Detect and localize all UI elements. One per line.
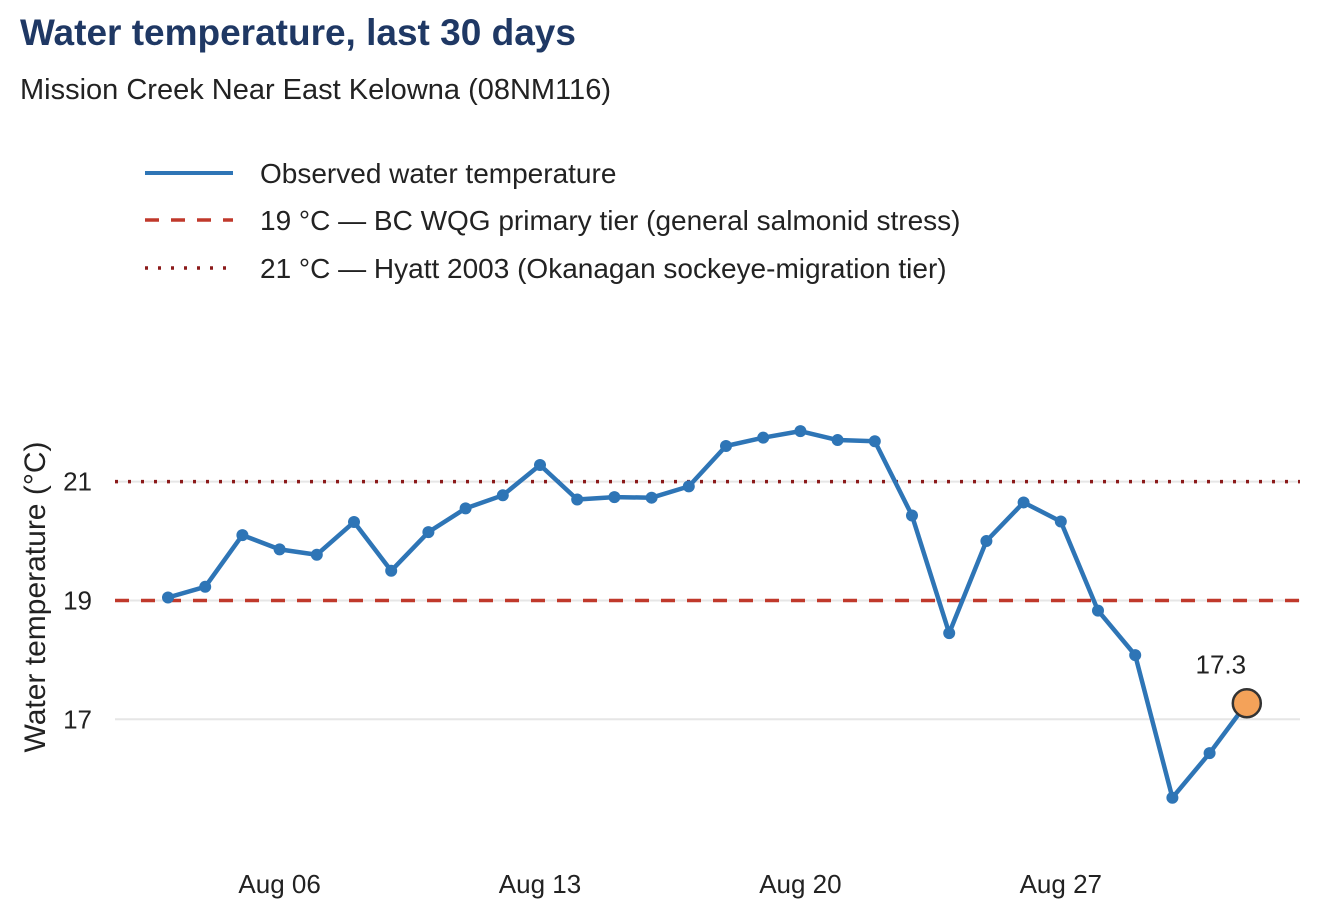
legend-label-threshold-19: 19 °C — BC WQG primary tier (general sal… xyxy=(260,205,960,236)
x-tick-label: Aug 13 xyxy=(499,869,581,899)
data-point xyxy=(1129,649,1142,662)
data-point xyxy=(682,480,695,493)
data-point xyxy=(608,491,621,504)
data-point xyxy=(496,489,509,502)
series-line-observed xyxy=(165,428,1250,800)
data-point xyxy=(310,548,323,561)
data-point xyxy=(1017,496,1030,509)
data-point xyxy=(1203,747,1216,760)
data-point xyxy=(831,434,844,447)
data-point xyxy=(534,459,546,472)
data-point xyxy=(720,440,732,452)
chart-subtitle: Mission Creek Near East Kelowna (08NM116… xyxy=(20,74,611,106)
data-point xyxy=(645,491,658,504)
data-point xyxy=(757,431,770,444)
data-point xyxy=(199,580,212,593)
data-point xyxy=(1054,515,1067,528)
data-point xyxy=(980,535,993,548)
data-point xyxy=(906,509,918,522)
y-tick-label: 19 xyxy=(63,585,92,615)
data-point xyxy=(422,526,435,539)
y-tick-label: 21 xyxy=(63,467,92,497)
data-point xyxy=(236,529,249,542)
plot-area: 17 19 21 Aug 06 Aug 13 Aug 20 Aug 27 17.3 xyxy=(63,425,1300,899)
x-tick-label: Aug 20 xyxy=(759,869,841,899)
data-point xyxy=(1166,791,1179,804)
data-point xyxy=(273,543,286,556)
data-point xyxy=(162,591,174,604)
chart-title: Water temperature, last 30 days xyxy=(20,12,576,53)
legend-label-threshold-21: 21 °C — Hyatt 2003 (Okanagan sockeye-mig… xyxy=(260,253,947,284)
latest-point-marker xyxy=(1231,688,1263,719)
y-axis-label: Water temperature (°C) xyxy=(19,442,52,753)
legend-label-observed: Observed water temperature xyxy=(260,158,616,189)
y-tick-label: 17 xyxy=(63,704,92,734)
x-tick-label: Aug 06 xyxy=(238,869,320,899)
data-point xyxy=(794,425,807,438)
data-point xyxy=(943,627,956,640)
data-point xyxy=(868,435,881,448)
data-point xyxy=(459,502,472,515)
data-point xyxy=(348,516,360,529)
data-point xyxy=(385,564,398,577)
latest-value-label: 17.3 xyxy=(1195,649,1246,679)
x-tick-label: Aug 27 xyxy=(1020,869,1102,899)
data-point xyxy=(571,493,584,506)
data-point xyxy=(1092,604,1104,617)
legend: Observed water temperature 19 °C — BC WQ… xyxy=(145,158,960,284)
